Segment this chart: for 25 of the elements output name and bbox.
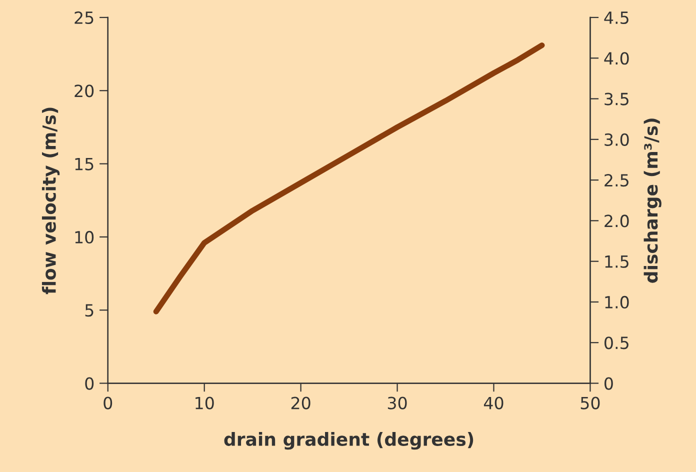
- y2-tick-label: 1.0: [605, 296, 629, 309]
- y2-tick-label: 0: [604, 377, 613, 390]
- y-tick-label: 15: [75, 158, 94, 170]
- y2-tick-label: 3.0: [604, 133, 629, 146]
- x-tick-label: 0: [104, 396, 112, 410]
- y2-tick-label: 2.0: [604, 214, 629, 228]
- y2-axis-title: discharge (m³/s): [644, 118, 662, 283]
- y2-tick-label: 4.0: [604, 52, 629, 65]
- y2-tick-label: 3.5: [604, 92, 628, 106]
- x-tick-label: 20: [291, 396, 310, 410]
- y2-tick-label: 0.5: [604, 336, 628, 350]
- x-tick-label: 30: [388, 396, 407, 410]
- y-tick-label: 0: [85, 377, 94, 390]
- x-axis-title: drain gradient (degrees): [224, 432, 474, 450]
- x-tick-label: 10: [196, 396, 214, 410]
- y-tick-label: 10: [75, 230, 94, 244]
- y2-tick-label: 1.5: [605, 256, 628, 268]
- y2-tick-label: 4.5: [604, 12, 628, 24]
- x-tick-label: 40: [484, 396, 504, 410]
- y-tick-label: 5: [85, 304, 94, 317]
- y-axis-title: flow velocity (m/s): [42, 108, 60, 294]
- y-tick-label: 20: [74, 84, 94, 98]
- y2-tick-label: 2.5: [604, 174, 628, 187]
- x-tick-label: 50: [580, 396, 600, 410]
- y-tick-label: 25: [74, 11, 94, 24]
